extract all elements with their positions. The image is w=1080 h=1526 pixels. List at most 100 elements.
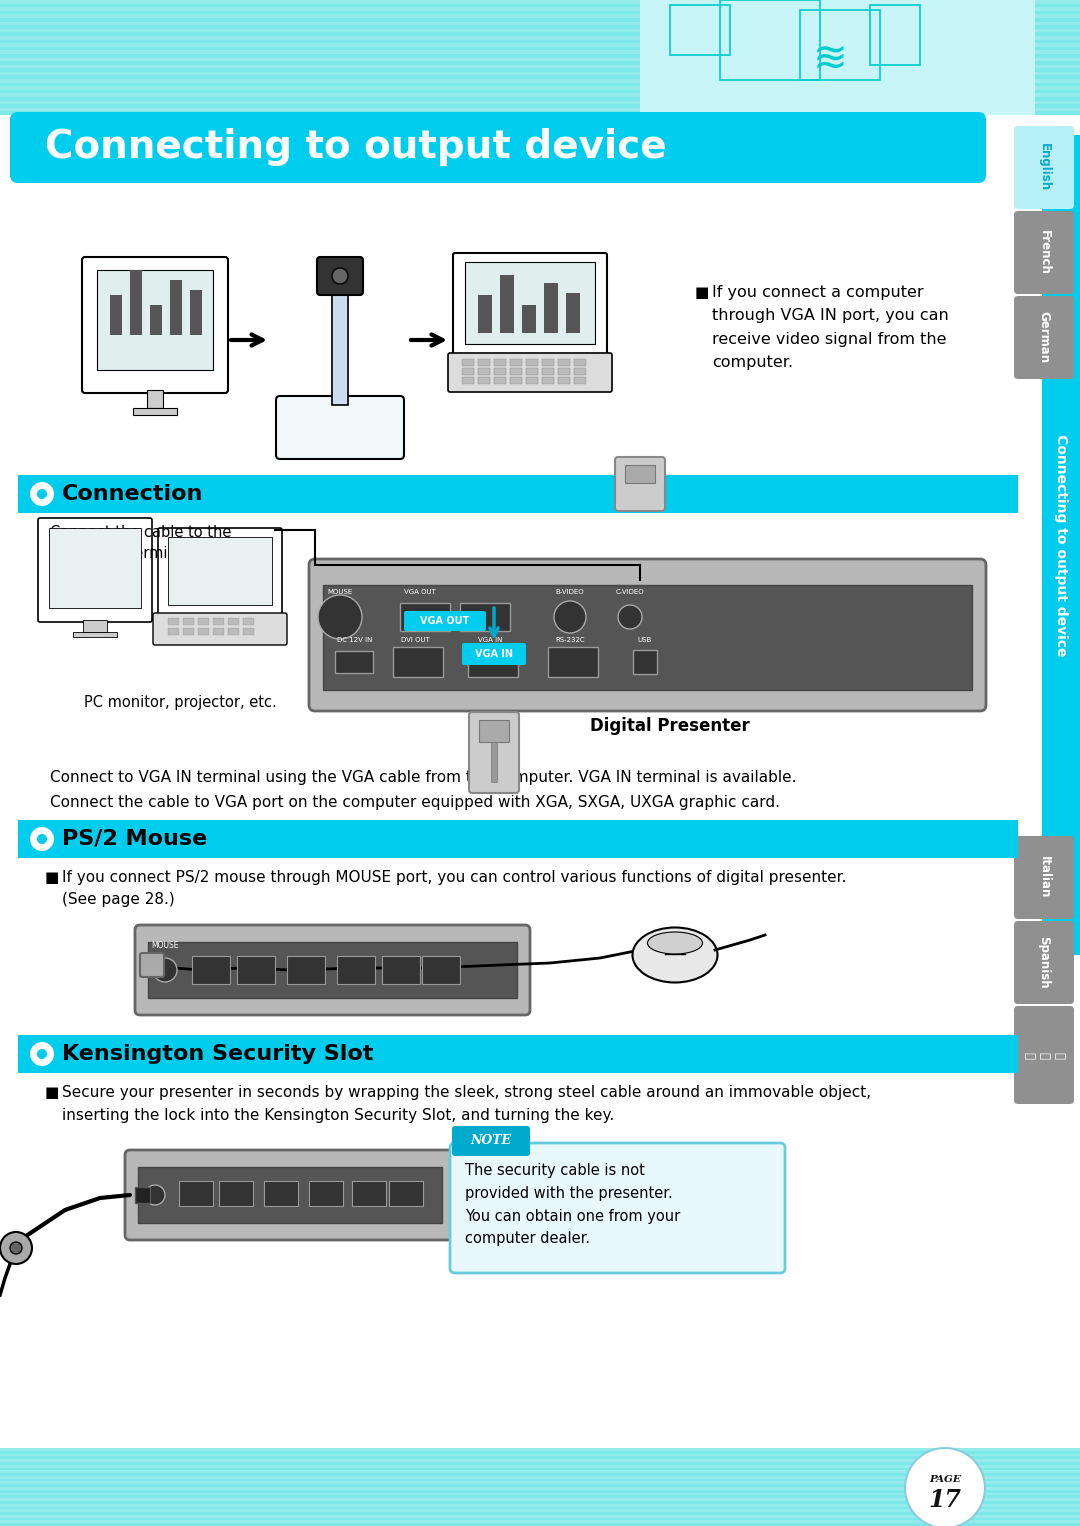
Bar (548, 647, 598, 678)
Bar (478, 295, 492, 333)
FancyBboxPatch shape (135, 925, 530, 1015)
Bar (0, 1454, 1080, 1456)
Bar (0, 0, 1080, 3)
Bar (0, 64, 1080, 69)
Text: PC monitor, projector, etc.: PC monitor, projector, etc. (83, 694, 276, 710)
FancyBboxPatch shape (82, 256, 228, 394)
Circle shape (30, 827, 54, 852)
FancyBboxPatch shape (1014, 836, 1074, 919)
Bar (0, 108, 1080, 111)
Text: French: French (1038, 230, 1051, 275)
Bar (573, 377, 586, 385)
FancyBboxPatch shape (453, 253, 607, 357)
Circle shape (30, 482, 54, 507)
Bar (243, 618, 254, 626)
Bar (168, 618, 179, 626)
Bar (190, 290, 202, 336)
Text: PAGE: PAGE (929, 1476, 961, 1485)
Bar (670, 5, 730, 55)
Circle shape (37, 835, 48, 844)
Bar (323, 584, 972, 690)
Bar (168, 537, 272, 604)
Circle shape (145, 1186, 165, 1206)
FancyBboxPatch shape (125, 1151, 455, 1241)
Bar (542, 368, 554, 375)
Bar (465, 262, 595, 343)
Text: Connect the cable to the
VGA input terminal: Connect the cable to the VGA input termi… (50, 525, 231, 562)
Bar (800, 11, 880, 79)
Bar (309, 1181, 343, 1206)
Bar (0, 1503, 1080, 1506)
Bar (510, 368, 522, 375)
Bar (213, 618, 224, 626)
Bar (170, 279, 183, 336)
Bar (0, 1482, 1080, 1485)
Bar (0, 1459, 1080, 1462)
Circle shape (37, 1048, 48, 1059)
Circle shape (618, 604, 642, 629)
Text: Digital Presenter: Digital Presenter (590, 717, 750, 736)
Bar (0, 1470, 1080, 1473)
Bar (18, 475, 1018, 513)
Bar (558, 368, 570, 375)
Text: German: German (1038, 311, 1051, 363)
Text: ■: ■ (696, 285, 710, 301)
Text: The security cable is not
provided with the presenter.
You can obtain one from y: The security cable is not provided with … (465, 1163, 680, 1247)
FancyBboxPatch shape (38, 517, 152, 623)
Bar (870, 5, 920, 66)
Bar (192, 955, 230, 984)
FancyBboxPatch shape (309, 559, 986, 711)
Bar (18, 1035, 1018, 1073)
Bar (335, 652, 373, 673)
Bar (332, 290, 348, 404)
Text: 17: 17 (929, 1488, 961, 1512)
Text: PS/2 Mouse: PS/2 Mouse (62, 829, 207, 848)
Bar (219, 1181, 253, 1206)
Bar (148, 942, 517, 998)
Text: RS-232C: RS-232C (555, 636, 584, 642)
FancyBboxPatch shape (1014, 127, 1074, 209)
Circle shape (554, 601, 586, 633)
Bar (400, 603, 450, 630)
Bar (0, 101, 1080, 104)
Text: Connect the cable to VGA port on the computer equipped with XGA, SXGA, UXGA grap: Connect the cable to VGA port on the com… (50, 795, 780, 810)
Bar (228, 629, 239, 635)
Bar (18, 819, 1018, 858)
Bar (500, 275, 514, 333)
Bar (462, 377, 474, 385)
Text: Connecting to output device: Connecting to output device (45, 128, 666, 166)
Text: B-VIDEO: B-VIDEO (556, 589, 584, 595)
Text: MOUSE: MOUSE (151, 942, 179, 951)
Bar (389, 1181, 423, 1206)
Bar (0, 79, 1080, 82)
Bar (0, 50, 1080, 53)
Text: Italian: Italian (1038, 856, 1051, 899)
Bar (510, 359, 522, 366)
Bar (478, 377, 490, 385)
Bar (0, 29, 1080, 32)
Bar (138, 1167, 442, 1222)
Text: VGA OUT: VGA OUT (420, 617, 470, 626)
Bar (183, 629, 194, 635)
Bar (0, 1509, 1080, 1512)
Text: ≋: ≋ (812, 37, 848, 79)
Text: Connecting to output device: Connecting to output device (1054, 433, 1068, 656)
Bar (0, 14, 1080, 18)
Circle shape (905, 1448, 985, 1526)
Text: ■: ■ (45, 870, 59, 885)
Text: If you connect PS/2 mouse through MOUSE port, you can control various functions : If you connect PS/2 mouse through MOUSE … (62, 870, 847, 906)
Circle shape (153, 958, 177, 983)
Bar (198, 618, 210, 626)
FancyBboxPatch shape (469, 713, 519, 794)
Text: Connect to VGA IN terminal using the VGA cable from the computer. VGA IN termina: Connect to VGA IN terminal using the VGA… (50, 771, 797, 784)
Bar (0, 1448, 1080, 1526)
Circle shape (10, 1242, 22, 1254)
Text: ■: ■ (45, 1085, 59, 1100)
Bar (494, 368, 507, 375)
Bar (0, 8, 1080, 11)
Bar (0, 1476, 1080, 1479)
Bar (542, 359, 554, 366)
Text: VGA OUT: VGA OUT (404, 589, 436, 595)
Bar (0, 37, 1080, 40)
Bar (462, 368, 474, 375)
